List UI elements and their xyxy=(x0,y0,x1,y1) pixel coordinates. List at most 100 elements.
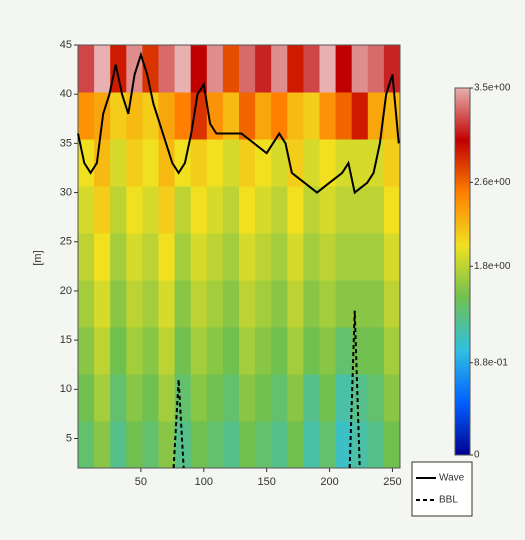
heat-cell xyxy=(287,233,304,281)
y-axis-label: [m] xyxy=(32,250,44,265)
heat-cell xyxy=(335,374,353,422)
heat-cell xyxy=(174,280,192,328)
heat-cell xyxy=(287,92,304,140)
heat-cell xyxy=(142,421,159,469)
heat-cell xyxy=(174,92,192,140)
legend-box xyxy=(411,461,473,517)
heat-cell xyxy=(222,45,240,93)
y-tick-label: 5 xyxy=(66,432,72,444)
heat-cell xyxy=(174,327,192,375)
heat-cell xyxy=(287,139,304,187)
heat-cell xyxy=(158,139,176,187)
heat-cell xyxy=(383,186,401,234)
heat-cell xyxy=(239,45,256,93)
heat-cell xyxy=(383,280,401,328)
heat-cell xyxy=(303,233,320,281)
heat-cell xyxy=(367,374,385,422)
heat-cell xyxy=(239,280,256,328)
heat-cell xyxy=(110,374,127,422)
heat-cell xyxy=(335,92,353,140)
heat-cell xyxy=(206,374,224,422)
heat-cell xyxy=(303,186,320,234)
heat-cell xyxy=(383,45,401,93)
legend-label: Wave xyxy=(439,473,465,484)
heat-cell xyxy=(239,327,256,375)
heat-cell xyxy=(271,327,288,375)
heat-cell xyxy=(255,92,272,140)
heat-cell xyxy=(142,280,159,328)
heat-cell xyxy=(303,327,320,375)
heat-cell xyxy=(351,45,369,93)
heat-cell xyxy=(206,327,224,375)
heat-cell xyxy=(239,139,256,187)
heat-cell xyxy=(158,327,176,375)
heat-cell xyxy=(190,421,208,469)
heat-cell xyxy=(126,374,143,422)
heat-cell xyxy=(94,280,111,328)
colorbar-tick-label: 0 xyxy=(474,450,480,461)
heat-cell xyxy=(271,233,288,281)
heat-cell xyxy=(367,92,385,140)
heat-cell xyxy=(383,327,401,375)
heat-cell xyxy=(287,45,304,93)
heat-cell xyxy=(287,186,304,234)
y-tick-label: 45 xyxy=(60,39,72,51)
heat-cell xyxy=(367,421,385,469)
heat-cell xyxy=(351,233,369,281)
heat-cell xyxy=(335,233,353,281)
heat-cell xyxy=(78,45,95,93)
heat-cell xyxy=(319,139,337,187)
heat-cell xyxy=(351,186,369,234)
heat-cell xyxy=(319,233,337,281)
y-tick-label: 10 xyxy=(60,383,72,395)
heat-cell xyxy=(142,45,159,93)
heat-cell xyxy=(126,186,143,234)
heat-cell xyxy=(126,233,143,281)
heat-cell xyxy=(110,280,127,328)
heat-cell xyxy=(126,327,143,375)
heat-cell xyxy=(206,186,224,234)
plot-frame xyxy=(77,44,401,469)
heat-cell xyxy=(126,92,143,140)
line-series xyxy=(172,310,361,469)
heat-cell xyxy=(158,233,176,281)
heat-cell xyxy=(303,92,320,140)
heat-cell xyxy=(158,280,176,328)
heat-cell xyxy=(319,186,337,234)
heat-cell xyxy=(158,45,176,93)
heat-cell xyxy=(206,421,224,469)
heat-cell xyxy=(319,280,337,328)
heat-cell xyxy=(190,233,208,281)
heat-cell xyxy=(383,233,401,281)
x-tick-label: 100 xyxy=(195,476,213,488)
heat-cell xyxy=(94,233,111,281)
heat-cell xyxy=(255,327,272,375)
heat-cell xyxy=(239,374,256,422)
heat-cell xyxy=(351,374,369,422)
x-tick-label: 250 xyxy=(383,476,401,488)
heat-cell xyxy=(78,186,95,234)
heat-cell xyxy=(142,327,159,375)
heat-cell xyxy=(271,421,288,469)
heat-cell xyxy=(78,280,95,328)
heat-cell xyxy=(158,374,176,422)
y-tick-label: 30 xyxy=(60,186,72,198)
heat-cell xyxy=(94,45,111,93)
heat-cell xyxy=(126,139,143,187)
heat-cell xyxy=(239,233,256,281)
heat-cell xyxy=(222,92,240,140)
heat-cell xyxy=(367,186,385,234)
heat-cell xyxy=(222,280,240,328)
heat-cell xyxy=(303,139,320,187)
heat-cell xyxy=(206,139,224,187)
heat-cell xyxy=(255,186,272,234)
heat-cell xyxy=(142,374,159,422)
heat-cell xyxy=(110,421,127,469)
heat-cell xyxy=(335,421,353,469)
heat-cell xyxy=(319,374,337,422)
heat-cell xyxy=(271,280,288,328)
heat-cell xyxy=(222,233,240,281)
heat-cell xyxy=(255,45,272,93)
heat-cell xyxy=(206,92,224,140)
heat-cell xyxy=(206,233,224,281)
